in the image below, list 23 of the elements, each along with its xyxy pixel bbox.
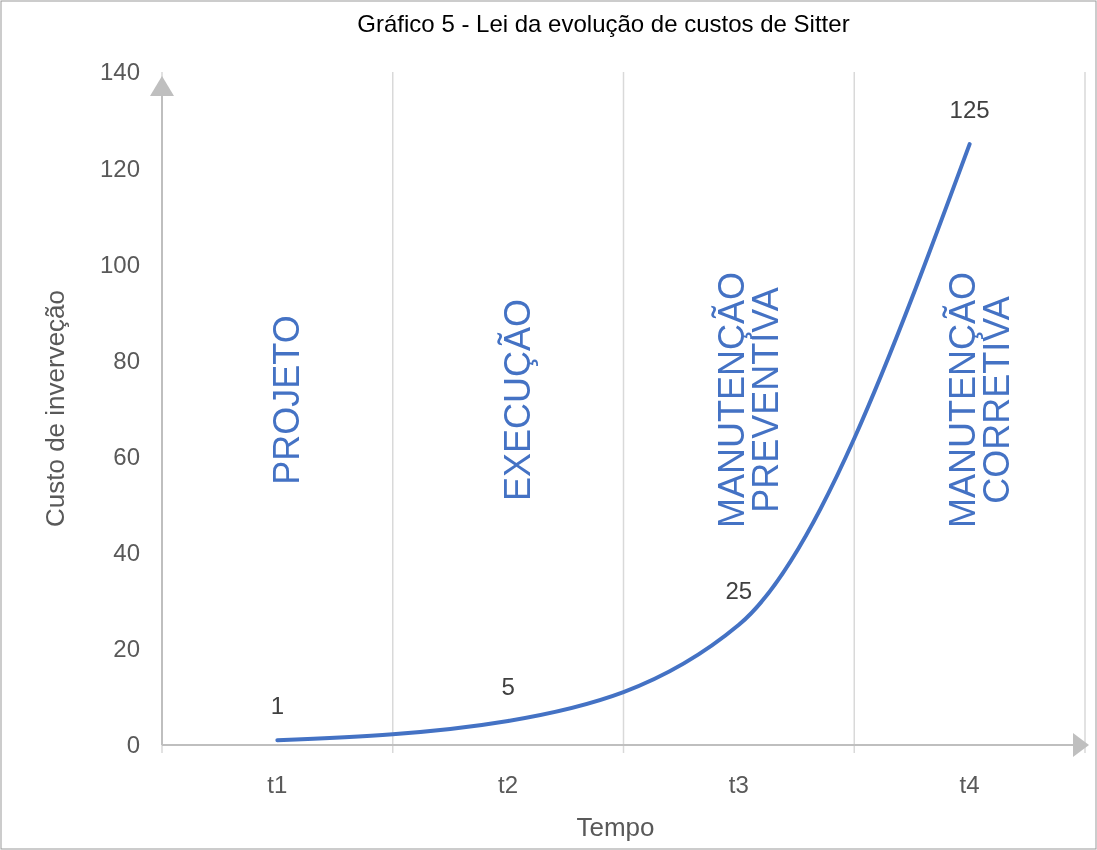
data-label: 5 — [501, 672, 515, 700]
x-tick-label: t2 — [498, 771, 519, 798]
y-tick-label: 80 — [113, 346, 140, 374]
annotation: PROJETO — [266, 315, 308, 485]
y-tick-label: 0 — [126, 731, 140, 759]
data-label: 125 — [949, 96, 990, 124]
y-tick-label: 100 — [99, 250, 140, 278]
x-tick-label: t4 — [959, 771, 980, 798]
data-label: 1 — [270, 692, 285, 720]
x-tick-label: t3 — [728, 771, 749, 798]
y-tick-label: 120 — [99, 154, 140, 182]
y-tick-label: 140 — [99, 58, 140, 86]
x-axis-title: Tempo — [576, 812, 655, 842]
data-label: 25 — [725, 576, 753, 604]
y-tick-label: 60 — [113, 442, 140, 470]
annotation: MANUTENÇÃO CORRETIVA — [941, 271, 1017, 529]
annotation: MANUTENÇÃO PREVENTIVA — [710, 271, 786, 529]
y-tick-label: 20 — [113, 635, 140, 663]
annotation: EXECUÇÃO — [497, 298, 539, 502]
y-axis-title: Custo de inverveção — [40, 289, 70, 528]
chart-title: Gráfico 5 - Lei da evolução de custos de Sitter — [357, 10, 850, 37]
x-tick-label: t1 — [267, 771, 288, 798]
y-tick-label: 40 — [113, 539, 140, 567]
